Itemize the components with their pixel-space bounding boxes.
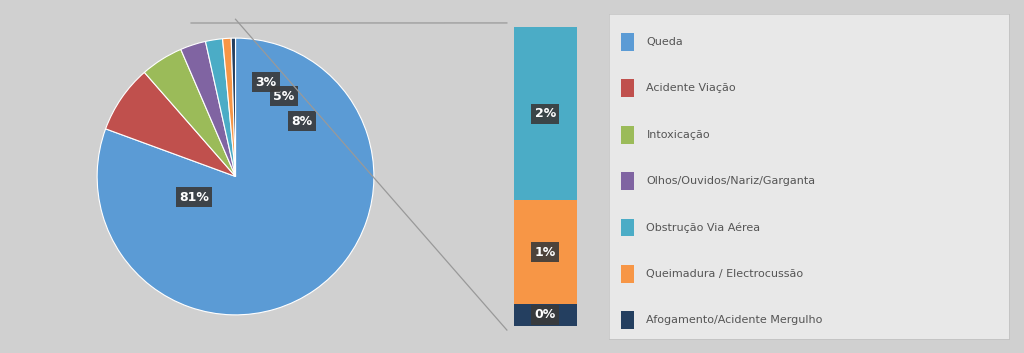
Text: Olhos/Ouvidos/Nariz/Garganta: Olhos/Ouvidos/Nariz/Garganta [646, 176, 815, 186]
Text: Obstrução Via Aérea: Obstrução Via Aérea [646, 222, 761, 233]
Bar [622, 311, 635, 329]
Bar [622, 265, 635, 283]
Bar [622, 172, 635, 190]
Text: Queimadura / Electrocussão: Queimadura / Electrocussão [646, 269, 804, 279]
Wedge shape [231, 38, 236, 176]
Text: 2%: 2% [535, 107, 556, 120]
Text: 5%: 5% [273, 90, 295, 103]
Text: Acidente Viação: Acidente Viação [646, 83, 736, 93]
Bar [622, 219, 635, 237]
Bar [622, 33, 635, 51]
Wedge shape [97, 38, 374, 315]
Bar [514, 27, 577, 200]
Wedge shape [181, 41, 236, 176]
Text: 81%: 81% [179, 191, 209, 204]
Text: Intoxicação: Intoxicação [646, 130, 710, 140]
Wedge shape [222, 38, 236, 176]
Text: Afogamento/Acidente Mergulho: Afogamento/Acidente Mergulho [646, 315, 823, 325]
Bar [622, 126, 635, 144]
Text: 1%: 1% [535, 246, 556, 259]
Bar [622, 79, 635, 97]
Text: 0%: 0% [535, 309, 556, 322]
Text: Queda: Queda [646, 37, 683, 47]
Wedge shape [206, 39, 236, 176]
Bar [514, 200, 577, 304]
Wedge shape [144, 49, 236, 176]
Wedge shape [105, 72, 236, 176]
Bar [514, 304, 577, 326]
Text: 3%: 3% [255, 76, 276, 89]
Text: 8%: 8% [292, 115, 312, 128]
